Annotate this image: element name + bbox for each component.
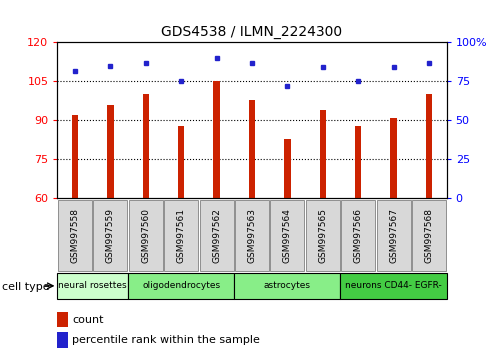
Text: GSM997568: GSM997568 — [425, 208, 434, 263]
Bar — [306, 200, 340, 271]
Text: GSM997565: GSM997565 — [318, 208, 327, 263]
Text: GSM997561: GSM997561 — [177, 208, 186, 263]
Bar — [377, 200, 411, 271]
Text: percentile rank within the sample: percentile rank within the sample — [72, 335, 260, 345]
Text: count: count — [72, 315, 104, 325]
Bar — [107, 105, 114, 198]
Text: astrocytes: astrocytes — [264, 281, 311, 290]
Bar — [249, 99, 255, 198]
Bar — [200, 200, 234, 271]
Title: GDS4538 / ILMN_2224300: GDS4538 / ILMN_2224300 — [162, 25, 342, 39]
Text: oligodendrocytes: oligodendrocytes — [142, 281, 220, 290]
Bar — [143, 95, 149, 198]
Bar — [270, 200, 304, 271]
Bar — [412, 200, 446, 271]
Bar — [164, 200, 198, 271]
Text: GSM997567: GSM997567 — [389, 208, 398, 263]
Bar — [129, 200, 163, 271]
Text: cell type: cell type — [2, 282, 50, 292]
Bar — [235, 273, 340, 299]
Bar — [128, 273, 235, 299]
Text: GSM997564: GSM997564 — [283, 208, 292, 263]
Text: GSM997558: GSM997558 — [70, 208, 79, 263]
Bar — [319, 110, 326, 198]
Bar — [341, 200, 375, 271]
Text: neurons CD44- EGFR-: neurons CD44- EGFR- — [345, 281, 442, 290]
Text: GSM997560: GSM997560 — [141, 208, 150, 263]
Bar — [235, 200, 269, 271]
Text: neural rosettes: neural rosettes — [58, 281, 127, 290]
Bar — [340, 273, 447, 299]
Bar — [390, 118, 397, 198]
Bar — [355, 126, 361, 198]
Bar — [284, 138, 290, 198]
Bar — [178, 126, 185, 198]
Bar — [426, 95, 432, 198]
Text: GSM997562: GSM997562 — [212, 208, 221, 263]
Text: GSM997566: GSM997566 — [354, 208, 363, 263]
Bar — [58, 200, 92, 271]
Bar — [214, 81, 220, 198]
Bar — [72, 115, 78, 198]
Bar — [57, 273, 128, 299]
Text: GSM997563: GSM997563 — [248, 208, 256, 263]
Bar — [93, 200, 127, 271]
Text: GSM997559: GSM997559 — [106, 208, 115, 263]
